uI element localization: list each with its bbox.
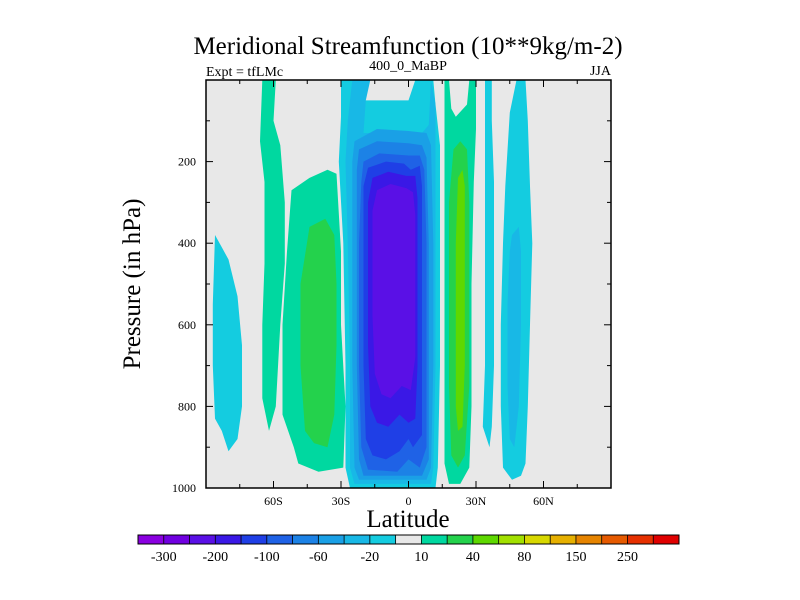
colorbar-label: -200: [202, 550, 228, 565]
x-tick-label: 30S: [332, 494, 351, 508]
colorbar-label: 40: [466, 550, 480, 565]
colorbar-swatch: [292, 535, 319, 544]
contour-region-sh-high-cell: [260, 80, 285, 431]
y-axis: 200 400 600 800 1000: [172, 120, 611, 495]
x-tick-label: 60S: [264, 494, 283, 508]
colorbar-swatch: [395, 535, 422, 544]
colorbar-label: -100: [254, 550, 280, 565]
colorbar-swatch: [241, 535, 268, 544]
colorbar-swatch: [601, 535, 628, 544]
colorbar-label: 150: [565, 550, 586, 565]
colorbar-swatch: [575, 535, 603, 544]
colorbar-swatch: [138, 535, 165, 544]
colorbar-label: 10: [414, 550, 428, 565]
colorbar-swatch: [472, 535, 500, 544]
colorbar-swatch: [421, 535, 448, 544]
colorbar-swatch: [215, 535, 242, 544]
contour-region-nh-cold-band: [482, 80, 494, 448]
colorbar-swatch: [550, 535, 577, 544]
experiment-label: Expt = tfLMc: [206, 65, 283, 80]
y-tick-label: 600: [178, 318, 196, 332]
colorbar-swatch: [524, 535, 551, 544]
contour-region-band-200: [372, 184, 416, 399]
contour-region-nh-cell-core: [455, 169, 465, 431]
colorbar: -300 -200 -100 -60 -20 10 40 80 150 250: [137, 534, 680, 565]
colorbar-label: -60: [309, 550, 328, 565]
colorbar-swatch: [266, 535, 293, 544]
colorbar-swatch: [344, 535, 371, 544]
contour-region-sh-mid-cell-inner: [300, 218, 337, 448]
x-tick-label: 30N: [466, 494, 487, 508]
colorbar-label: -20: [361, 550, 380, 565]
y-tick-label: 200: [178, 155, 196, 169]
x-axis: 60S 30S 0 30N 60N: [239, 80, 578, 508]
colorbar-swatch: [627, 535, 654, 544]
y-tick-label: 800: [178, 399, 196, 413]
x-axis-label: Latitude: [366, 506, 449, 533]
period-label: 400_0_MaBP: [369, 59, 447, 74]
colorbar-label: -300: [151, 550, 177, 565]
colorbar-swatch: [369, 535, 397, 544]
colorbar-swatch: [163, 535, 190, 544]
colorbar-label: 250: [617, 550, 638, 565]
chart-title: Meridional Streamfunction (10**9kg/m-2): [193, 33, 622, 60]
y-tick-label: 1000: [172, 481, 196, 495]
x-tick-label: 60N: [533, 494, 554, 508]
y-axis-label: Pressure (in hPa): [119, 199, 146, 370]
colorbar-swatch: [498, 535, 525, 544]
x-tick-label: 0: [406, 494, 412, 508]
colorbar-swatch: [318, 535, 345, 544]
contour-region-sh-polar-cell: [212, 235, 242, 452]
y-tick-label: 400: [178, 236, 196, 250]
colorbar-swatch: [653, 535, 680, 544]
contour-fill-layer: [212, 80, 533, 488]
season-label: JJA: [590, 64, 612, 79]
colorbar-swatch: [189, 535, 216, 544]
colorbar-frame: [137, 534, 680, 545]
contour-region-nh-polar-inner: [507, 226, 521, 448]
colorbar-label: 80: [517, 550, 531, 565]
colorbar-swatch: [447, 535, 474, 544]
